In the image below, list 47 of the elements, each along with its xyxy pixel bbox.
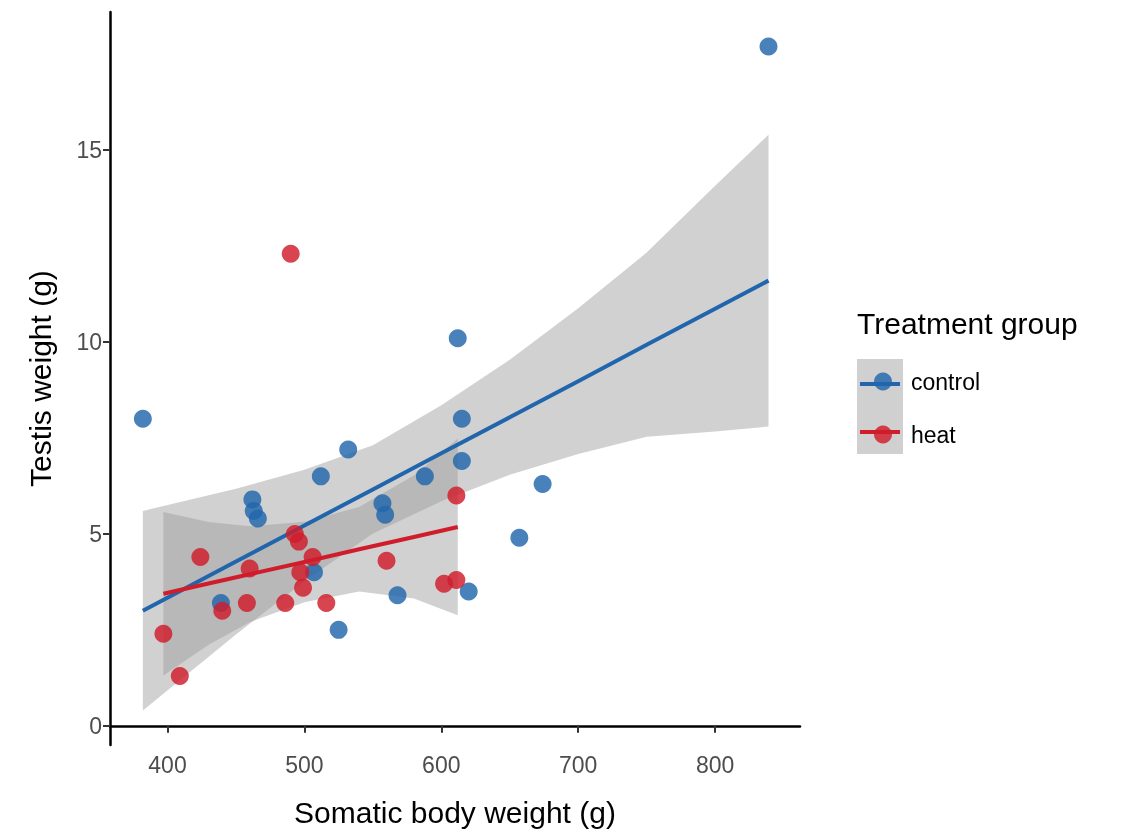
x-tick-label: 600 bbox=[422, 751, 461, 778]
point bbox=[170, 666, 189, 685]
line-series bbox=[161, 525, 460, 596]
point bbox=[388, 586, 407, 605]
y-tick-label: 15 bbox=[76, 137, 102, 164]
point bbox=[376, 505, 395, 524]
y-axis-title: Testis weight (g) bbox=[23, 270, 57, 487]
point bbox=[452, 452, 471, 471]
point bbox=[133, 409, 152, 428]
point bbox=[533, 475, 552, 494]
point bbox=[452, 409, 471, 428]
point bbox=[447, 570, 466, 589]
point bbox=[240, 559, 259, 578]
point bbox=[339, 440, 358, 459]
point bbox=[281, 244, 300, 263]
point bbox=[510, 528, 529, 547]
point bbox=[191, 547, 210, 566]
point bbox=[377, 551, 396, 570]
point bbox=[415, 467, 434, 486]
point bbox=[329, 620, 348, 639]
point bbox=[311, 467, 330, 486]
x-tick-label: 700 bbox=[559, 751, 598, 778]
legend-title: Treatment group bbox=[857, 306, 1078, 340]
point bbox=[213, 601, 232, 620]
point bbox=[294, 578, 313, 597]
x-tick-label: 400 bbox=[148, 751, 187, 778]
point bbox=[291, 563, 310, 582]
x-axis-title: Somatic body weight (g) bbox=[294, 795, 616, 829]
legend-label: control bbox=[911, 368, 981, 395]
x-tick-label: 500 bbox=[285, 751, 324, 778]
point bbox=[276, 594, 295, 612]
point bbox=[237, 594, 256, 612]
point bbox=[448, 329, 467, 348]
point bbox=[759, 37, 778, 56]
legend-label: heat bbox=[911, 421, 957, 448]
y-tick-label: 5 bbox=[89, 520, 102, 547]
point bbox=[248, 509, 267, 528]
point bbox=[154, 624, 173, 643]
point bbox=[317, 594, 336, 612]
point bbox=[447, 486, 466, 505]
line-series bbox=[140, 278, 771, 613]
x-tick-label: 800 bbox=[695, 751, 735, 778]
y-tick-label: 0 bbox=[89, 712, 102, 739]
point bbox=[289, 532, 308, 551]
point bbox=[459, 582, 478, 601]
y-tick-label: 10 bbox=[76, 329, 102, 356]
point bbox=[303, 547, 322, 566]
